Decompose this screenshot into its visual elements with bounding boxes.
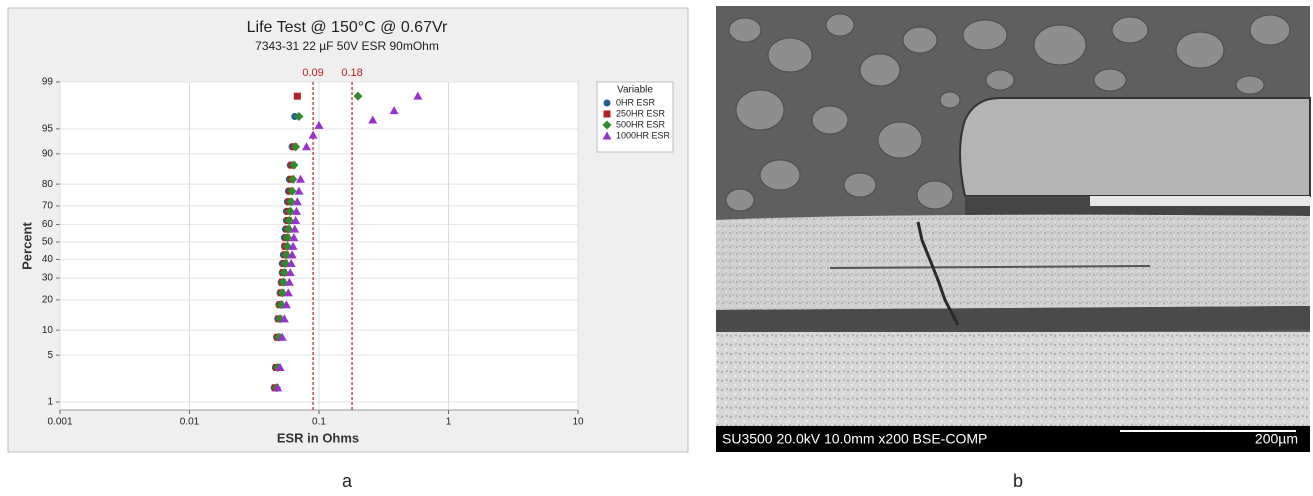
point: [413, 91, 423, 100]
point: [277, 332, 287, 341]
point: [292, 197, 302, 206]
point: [277, 288, 287, 298]
panel-label: b: [1013, 471, 1023, 491]
sem-scale: 200µm: [1255, 431, 1298, 447]
point: [290, 224, 300, 233]
point: [273, 383, 283, 392]
point: [284, 215, 294, 225]
chart-title: Life Test @ 150°C @ 0.67Vr: [247, 19, 448, 36]
y-tick-label: 99: [42, 77, 54, 88]
y-tick-label: 20: [42, 295, 54, 306]
point: [289, 160, 299, 170]
point: [353, 91, 363, 101]
y-tick-label: 30: [42, 273, 54, 284]
sem-image: SU3500 20.0kV 10.0mm x200 BSE-COMP 200µm: [716, 6, 1311, 452]
x-tick-label: 0.1: [312, 417, 326, 428]
y-tick-label: 50: [42, 237, 54, 248]
point: [279, 314, 289, 323]
point: [291, 215, 301, 224]
y-tick-label: 5: [47, 350, 53, 361]
point: [281, 250, 291, 260]
point: [285, 206, 295, 216]
point: [286, 197, 296, 207]
point: [293, 92, 301, 100]
sem-info: SU3500 20.0kV 10.0mm x200 BSE-COMP: [722, 431, 987, 447]
x-axis-label: ESR in Ohms: [277, 430, 359, 445]
point: [288, 241, 298, 250]
point: [281, 300, 291, 309]
point: [284, 277, 294, 286]
reference-label: 0.18: [341, 67, 362, 79]
point: [389, 106, 399, 115]
legend-title: Variable: [617, 85, 653, 96]
point: [294, 111, 304, 121]
x-tick-label: 10: [572, 417, 584, 428]
panel-label: a: [342, 471, 353, 491]
x-tick-label: 1: [446, 417, 452, 428]
point: [289, 233, 299, 242]
reference-label: 0.09: [302, 67, 323, 79]
y-tick-label: 40: [42, 254, 54, 265]
y-tick-label: 80: [42, 179, 54, 190]
point: [283, 288, 293, 297]
point: [287, 186, 297, 196]
point: [602, 120, 612, 130]
point: [291, 206, 301, 215]
point: [294, 186, 304, 195]
point: [603, 110, 611, 118]
y-tick-label: 95: [42, 124, 54, 135]
point: [282, 233, 292, 243]
point: [602, 131, 612, 140]
point: [286, 259, 296, 268]
point: [285, 268, 295, 277]
legend-label: 1000HR ESR: [616, 130, 671, 140]
legend-label: 500HR ESR: [616, 119, 666, 129]
y-tick-label: 90: [42, 148, 54, 159]
y-axis-label: Percent: [19, 221, 34, 269]
point: [301, 142, 311, 151]
y-tick-label: 10: [42, 325, 54, 336]
point: [314, 120, 324, 129]
x-tick-label: 0.001: [47, 417, 72, 428]
point: [283, 224, 293, 234]
point: [287, 250, 297, 259]
y-tick-label: 60: [42, 219, 54, 230]
legend-label: 250HR ESR: [616, 108, 666, 118]
y-tick-label: 1: [47, 397, 53, 408]
point: [308, 130, 318, 139]
point: [275, 363, 285, 372]
chart-subtitle: 7343-31 22 µF 50V ESR 90mOhm: [255, 39, 439, 53]
point: [603, 99, 611, 107]
point: [296, 174, 306, 183]
point: [368, 115, 378, 124]
x-tick-label: 0.01: [180, 417, 200, 428]
point: [291, 142, 301, 152]
point: [288, 174, 298, 184]
y-tick-label: 70: [42, 201, 54, 212]
legend-label: 0HR ESR: [616, 97, 656, 107]
